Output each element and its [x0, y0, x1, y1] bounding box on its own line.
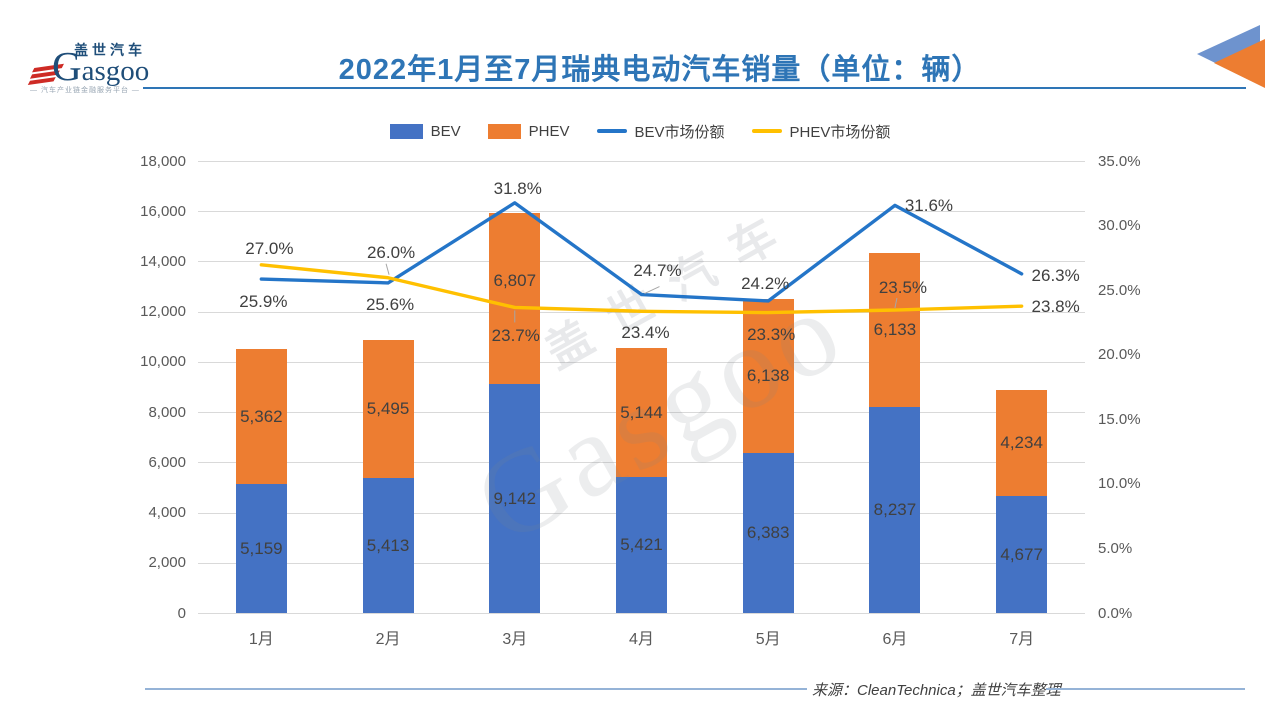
gridline [198, 161, 1085, 162]
x-axis-label: 2月 [375, 631, 401, 648]
y-axis-right-label: 30.0% [1098, 217, 1141, 235]
y-axis-left-label: 2,000 [148, 554, 186, 572]
phev-value-label: 5,144 [620, 402, 663, 422]
legend-label: BEV市场份额 [634, 123, 725, 141]
y-axis-left-label: 8,000 [148, 403, 186, 421]
phev-value-label: 6,807 [493, 271, 537, 291]
legend-item-bev-share: BEV市场份额 [596, 121, 725, 142]
y-axis-left-label: 16,000 [140, 202, 186, 220]
legend-item-phev: PHEV [487, 122, 570, 140]
y-axis-right-label: 5.0% [1098, 539, 1133, 557]
share-label: 31.8% [493, 178, 542, 198]
bev-swatch-icon [389, 123, 423, 139]
phev-value-label: 6,133 [873, 319, 917, 339]
bar-bev [869, 406, 921, 614]
phev-swatch-icon [487, 123, 521, 139]
source-note: 来源：CleanTechnica；盖世汽车整理 [812, 682, 1061, 699]
logo-chinese-text: 盖世汽车 [74, 42, 146, 58]
x-axis-label: 7月 [1009, 631, 1035, 648]
share-label: 23.8% [1031, 297, 1080, 317]
chart-legend: BEV PHEV BEV市场份额 PHEV市场份额 [0, 118, 1280, 144]
corner-arrows-icon [1197, 25, 1265, 88]
logo-tagline: — 汽车产业链金融服务平台 — [30, 87, 140, 94]
x-axis-label: 1月 [248, 631, 274, 648]
bar-phev [362, 339, 414, 478]
chart-title: 2022年1月至7月瑞典电动汽车销量（单位：辆） [338, 54, 982, 86]
phev-share-line-icon [751, 129, 782, 133]
share-label: 23.4% [621, 323, 670, 343]
phev-value-label: 4,234 [1000, 432, 1043, 452]
phev-value-label: 5,362 [240, 406, 283, 426]
share-label: 26.0% [366, 242, 416, 262]
bar-phev [235, 349, 287, 484]
share-label: 25.9% [239, 292, 288, 312]
share-label: 26.3% [1031, 265, 1080, 285]
y-axis-right-label: 15.0% [1098, 410, 1141, 428]
share-label: 25.6% [365, 294, 415, 314]
y-axis-right-label: 25.0% [1098, 281, 1141, 299]
footer-rule-left [145, 688, 807, 690]
share-label: 24.2% [741, 273, 790, 293]
y-axis-right-label: 10.0% [1098, 475, 1141, 493]
gridline [198, 613, 1085, 614]
bar-bev [616, 477, 667, 614]
bev-value-label: 5,159 [240, 538, 283, 558]
logo-wordmark: Gasgoo [52, 43, 150, 89]
gasgoo-logo: 盖世汽车 Gasgoo — 汽车产业链金融服务平台 — [27, 40, 158, 94]
share-label: 23.3% [747, 324, 796, 344]
x-axis-label: 3月 [502, 631, 528, 648]
y-axis-left-label: 4,000 [148, 504, 186, 522]
legend-item-phev-share: PHEV市场份额 [751, 121, 891, 142]
y-axis-right-label: 0.0% [1098, 604, 1133, 622]
bar-bev [996, 496, 1048, 614]
x-axis-label: 6月 [882, 631, 908, 648]
bev-value-label: 9,142 [493, 488, 537, 508]
legend-label: PHEV [528, 122, 570, 140]
y-axis-left-label: 12,000 [140, 303, 186, 321]
y-axis-left-label: 14,000 [140, 252, 186, 270]
bar-bev [362, 477, 414, 614]
share-label: 24.7% [633, 260, 682, 280]
bev-value-label: 4,677 [1000, 544, 1043, 564]
x-axis-label: 4月 [629, 631, 654, 648]
phev-value-label: 6,138 [746, 366, 790, 386]
share-label: 27.0% [245, 238, 294, 258]
footer-rule-right [1046, 688, 1245, 690]
bev-value-label: 5,413 [366, 535, 410, 555]
share-label: 23.5% [878, 278, 928, 297]
bev-value-label: 5,421 [620, 535, 663, 555]
bev-value-label: 8,237 [873, 500, 917, 520]
x-axis-label: 5月 [755, 631, 781, 648]
y-axis-left-label: 6,000 [148, 453, 186, 471]
y-axis-right-label: 35.0% [1098, 152, 1141, 170]
bar-phev [996, 389, 1048, 497]
bar-phev [489, 213, 541, 384]
y-axis-right-label: 20.0% [1098, 346, 1141, 364]
y-axis-left-label: 18,000 [140, 152, 186, 170]
bar-bev [489, 383, 541, 614]
bar-bev [235, 483, 287, 614]
y-axis-left-label: 10,000 [140, 353, 186, 371]
bar-bev [742, 453, 794, 614]
bev-value-label: 6,383 [746, 523, 790, 543]
share-label: 23.7% [491, 326, 540, 346]
phev-value-label: 5,495 [366, 398, 410, 418]
legend-label: PHEV市场份额 [789, 123, 891, 141]
title-underline [143, 87, 1246, 89]
y-axis-left-label: 0 [177, 604, 186, 622]
share-label: 31.6% [904, 196, 954, 216]
bar-phev [742, 299, 794, 454]
bar-phev [616, 348, 667, 478]
bev-share-line-icon [596, 129, 627, 133]
legend-label: BEV [430, 122, 461, 140]
legend-item-bev: BEV [389, 122, 461, 140]
gridline [198, 311, 1085, 313]
